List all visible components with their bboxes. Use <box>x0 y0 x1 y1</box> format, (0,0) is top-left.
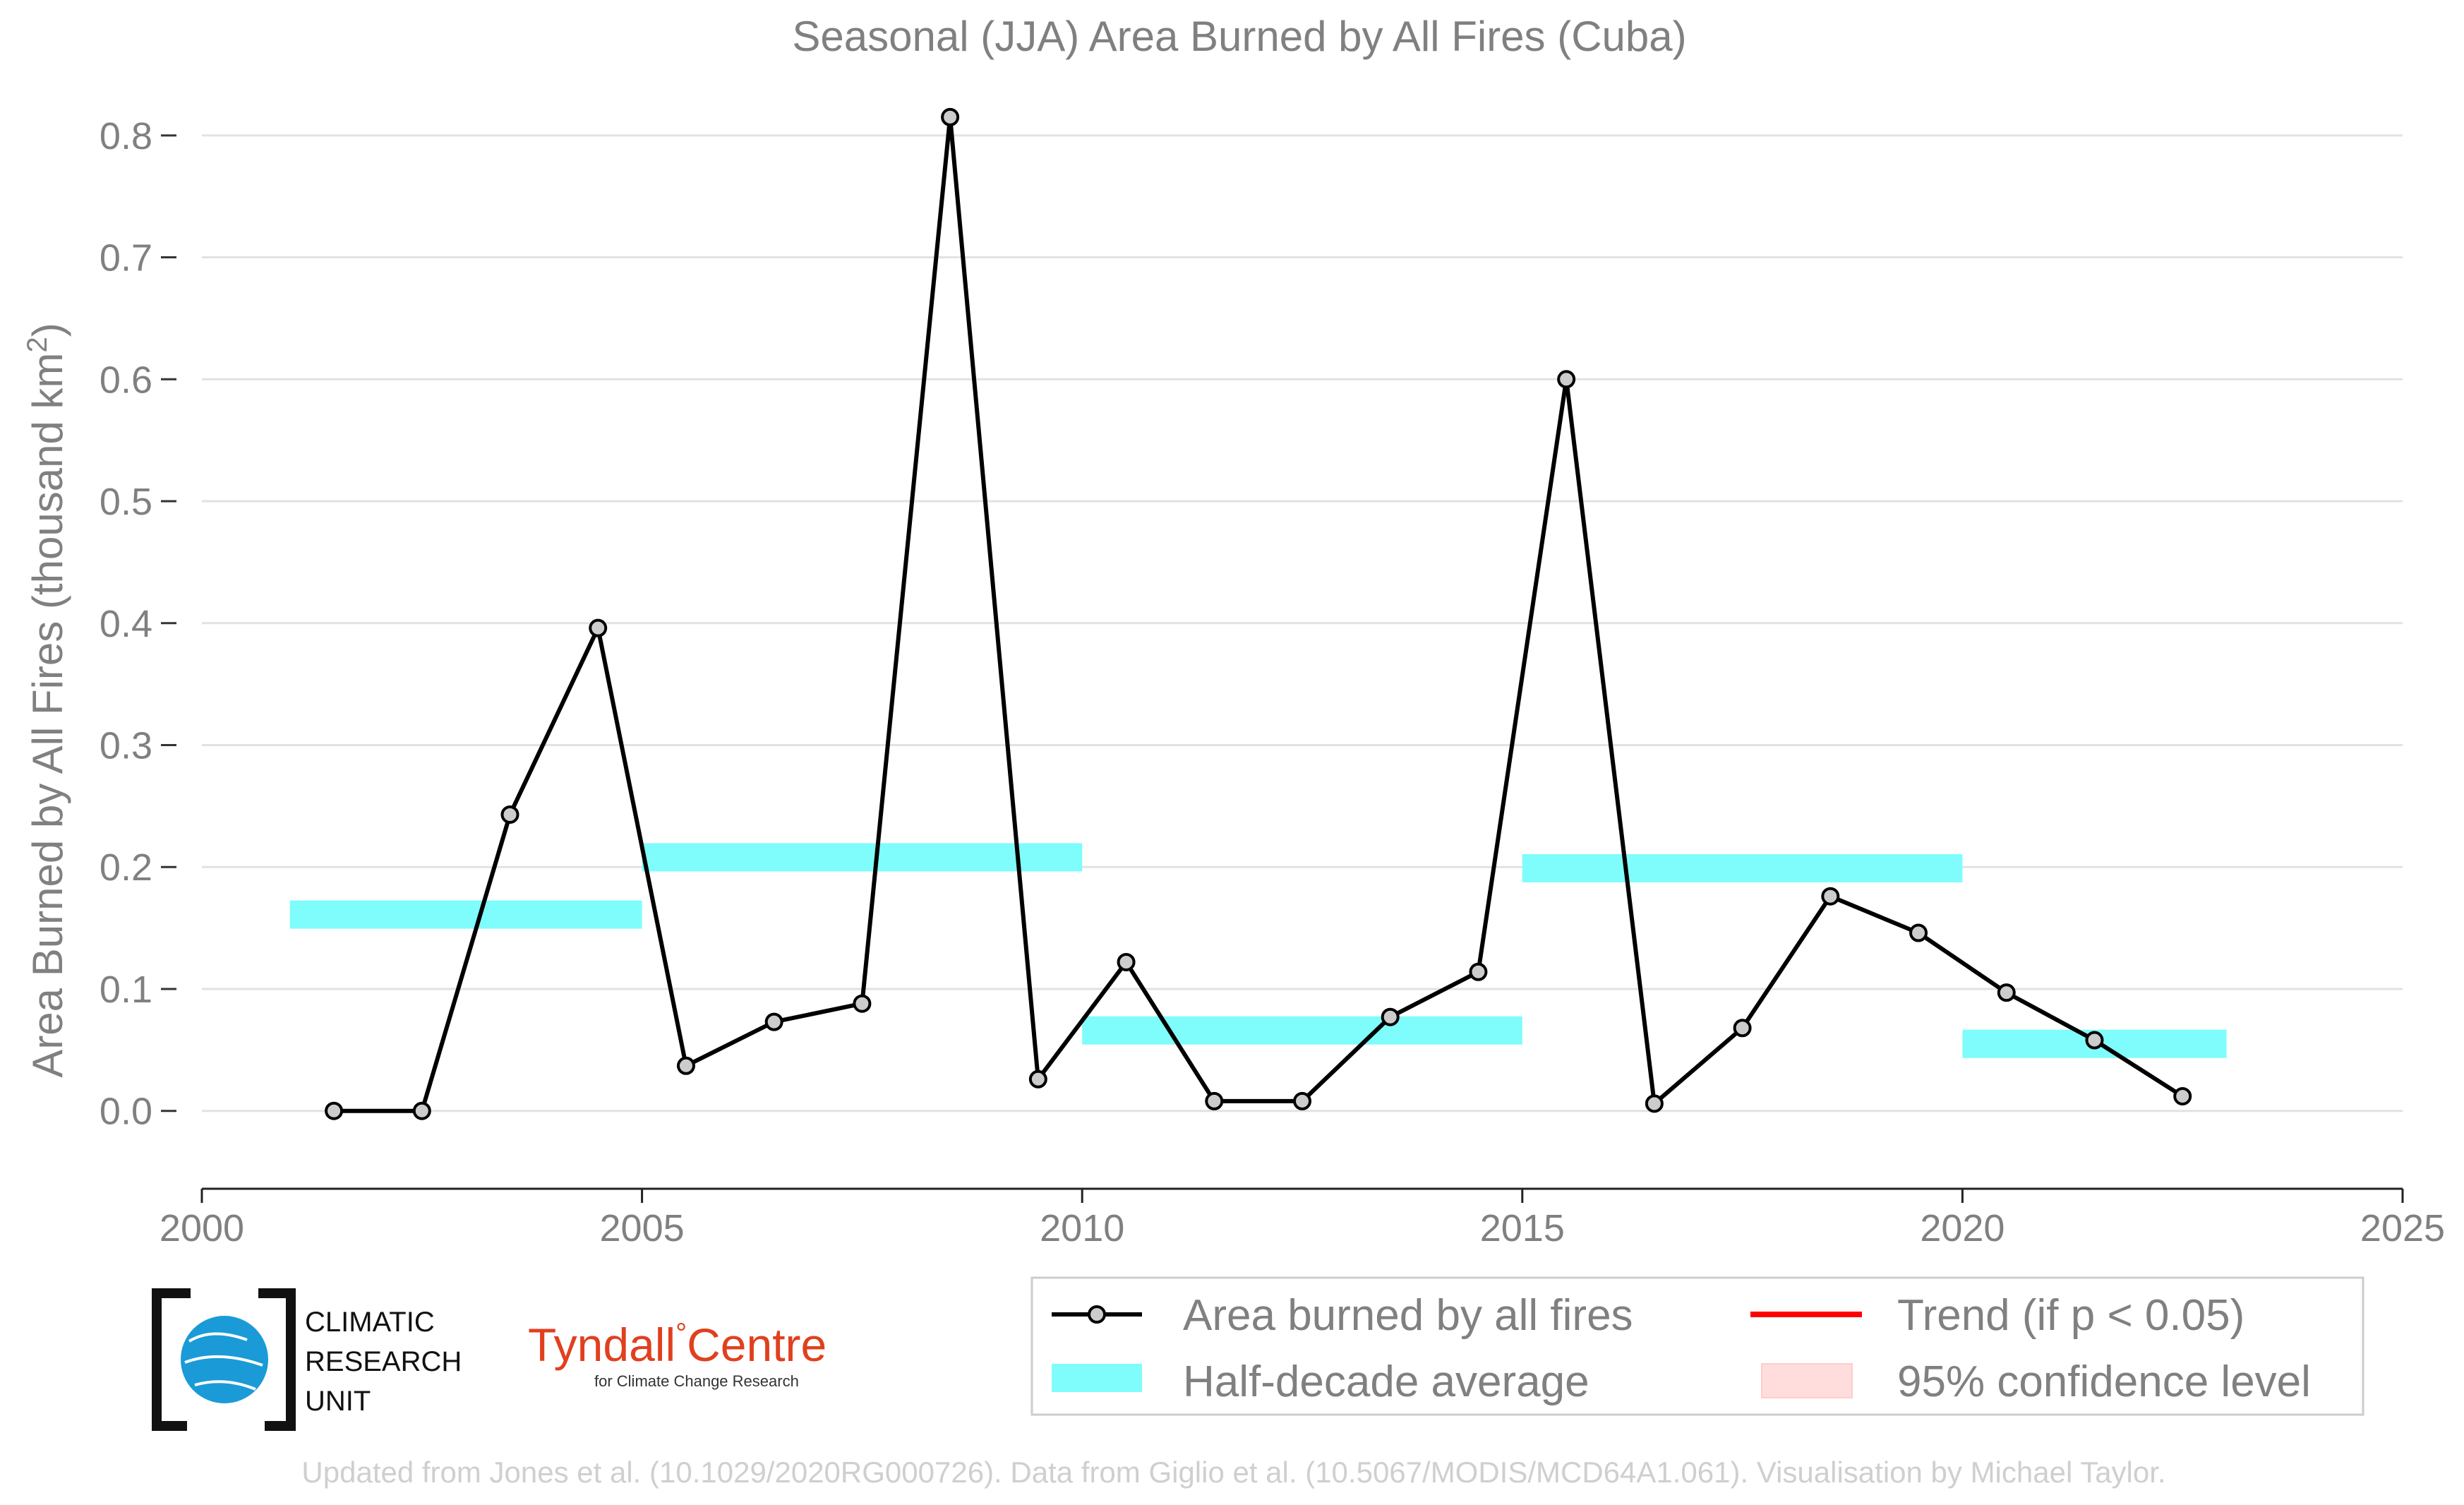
data-point <box>1028 1069 1047 1089</box>
y-tick-label: 0.1 <box>100 969 152 1011</box>
half-decade-bands <box>289 843 2227 1058</box>
y-tick-label: 0.6 <box>100 359 152 401</box>
data-point <box>412 1101 431 1120</box>
legend-swatch-area-burned-marker <box>1088 1305 1106 1324</box>
y-tick-label: 0.0 <box>100 1091 152 1133</box>
y-axis-label-suffix: ) <box>24 323 71 337</box>
data-point <box>1557 370 1576 389</box>
data-point <box>1293 1091 1311 1110</box>
cru-text-line3: UNIT <box>305 1386 371 1417</box>
y-tick-label: 0.8 <box>100 115 152 157</box>
data-point <box>1381 1007 1400 1026</box>
cru-text-line2: RESEARCH <box>305 1346 462 1377</box>
half-decade-band <box>1082 1016 1522 1045</box>
data-point <box>2085 1031 2104 1050</box>
legend-label-trend: Trend (if p < 0.05) <box>1897 1291 2244 1340</box>
cru-logo: CLIMATIC RESEARCH UNIT <box>152 1288 462 1431</box>
data-point <box>1469 962 1488 981</box>
legend: Area burned by all fires Trend (if p < 0… <box>1030 1276 2364 1416</box>
data-point <box>1997 983 2016 1002</box>
x-tick-label: 2000 <box>160 1207 244 1249</box>
legend-swatch-confidence <box>1761 1363 1853 1398</box>
y-axis-label-text: Area Burned by All Fires (thousand km <box>24 353 71 1078</box>
x-tick-label: 2020 <box>1920 1207 2005 1249</box>
y-axis-label: Area Burned by All Fires (thousand km2) <box>22 323 71 1077</box>
data-point <box>1117 952 1136 971</box>
data-point <box>2173 1086 2192 1105</box>
legend-swatch-half-decade <box>1052 1364 1142 1392</box>
half-decade-band <box>289 900 642 929</box>
data-point <box>1733 1019 1752 1038</box>
data-point <box>764 1012 783 1031</box>
cru-text-line1: CLIMATIC <box>305 1307 435 1338</box>
data-point <box>589 618 608 637</box>
half-decade-band <box>1522 853 1963 882</box>
data-point <box>1909 923 1928 942</box>
data-point <box>853 994 872 1013</box>
x-tick-label: 2025 <box>2360 1207 2445 1249</box>
data-point <box>1205 1091 1224 1110</box>
y-tick-label: 0.3 <box>100 725 152 767</box>
data-point <box>676 1056 695 1075</box>
legend-label-half-decade: Half-decade average <box>1183 1357 1589 1406</box>
data-point <box>325 1101 344 1120</box>
y-tick-label: 0.7 <box>100 237 152 280</box>
data-point <box>941 107 960 126</box>
half-decade-band <box>642 843 1083 872</box>
legend-frame <box>1030 1276 2364 1416</box>
svg-text:Area Burned by All Fires (thou: Area Burned by All Fires (thousand km2) <box>22 323 71 1077</box>
y-tick-label: 0.5 <box>100 481 152 523</box>
data-point <box>500 805 519 824</box>
data-point <box>1821 887 1840 906</box>
tyndall-logo: Tyndall°Centre for Climate Change Resear… <box>528 1318 827 1390</box>
x-axis: 2000 2005 2010 2015 2020 2025 <box>160 1187 2445 1249</box>
x-tick-label: 2010 <box>1040 1207 1124 1249</box>
legend-label-area-burned: Area burned by all fires <box>1183 1291 1633 1340</box>
x-tick-label: 2015 <box>1480 1207 1565 1249</box>
y-axis-label-superscript: 2 <box>22 337 53 352</box>
series-area-burned <box>325 107 2192 1120</box>
cru-bracket-right <box>258 1288 296 1431</box>
footer-credits: Updated from Jones et al. (10.1029/2020R… <box>301 1456 2165 1489</box>
tyndall-title: Tyndall°Centre <box>528 1318 827 1371</box>
data-point <box>1645 1094 1664 1113</box>
series-line <box>334 114 2184 1113</box>
y-axis: 0.0 0.1 0.2 0.3 0.4 0.5 0.6 0.7 0.8 <box>100 115 176 1133</box>
cru-globe-icon <box>181 1316 268 1403</box>
tyndall-subtitle: for Climate Change Research <box>594 1372 799 1390</box>
y-tick-label: 0.4 <box>100 603 152 645</box>
legend-label-confidence: 95% confidence level <box>1897 1357 2311 1406</box>
cru-globe-swirl-icon <box>184 1332 263 1391</box>
y-tick-label: 0.2 <box>100 846 152 889</box>
cru-bracket-left <box>152 1288 191 1431</box>
grid-lines <box>202 134 2403 1113</box>
x-tick-label: 2005 <box>600 1207 685 1249</box>
chart-title: Seasonal (JJA) Area Burned by All Fires … <box>792 13 1686 60</box>
